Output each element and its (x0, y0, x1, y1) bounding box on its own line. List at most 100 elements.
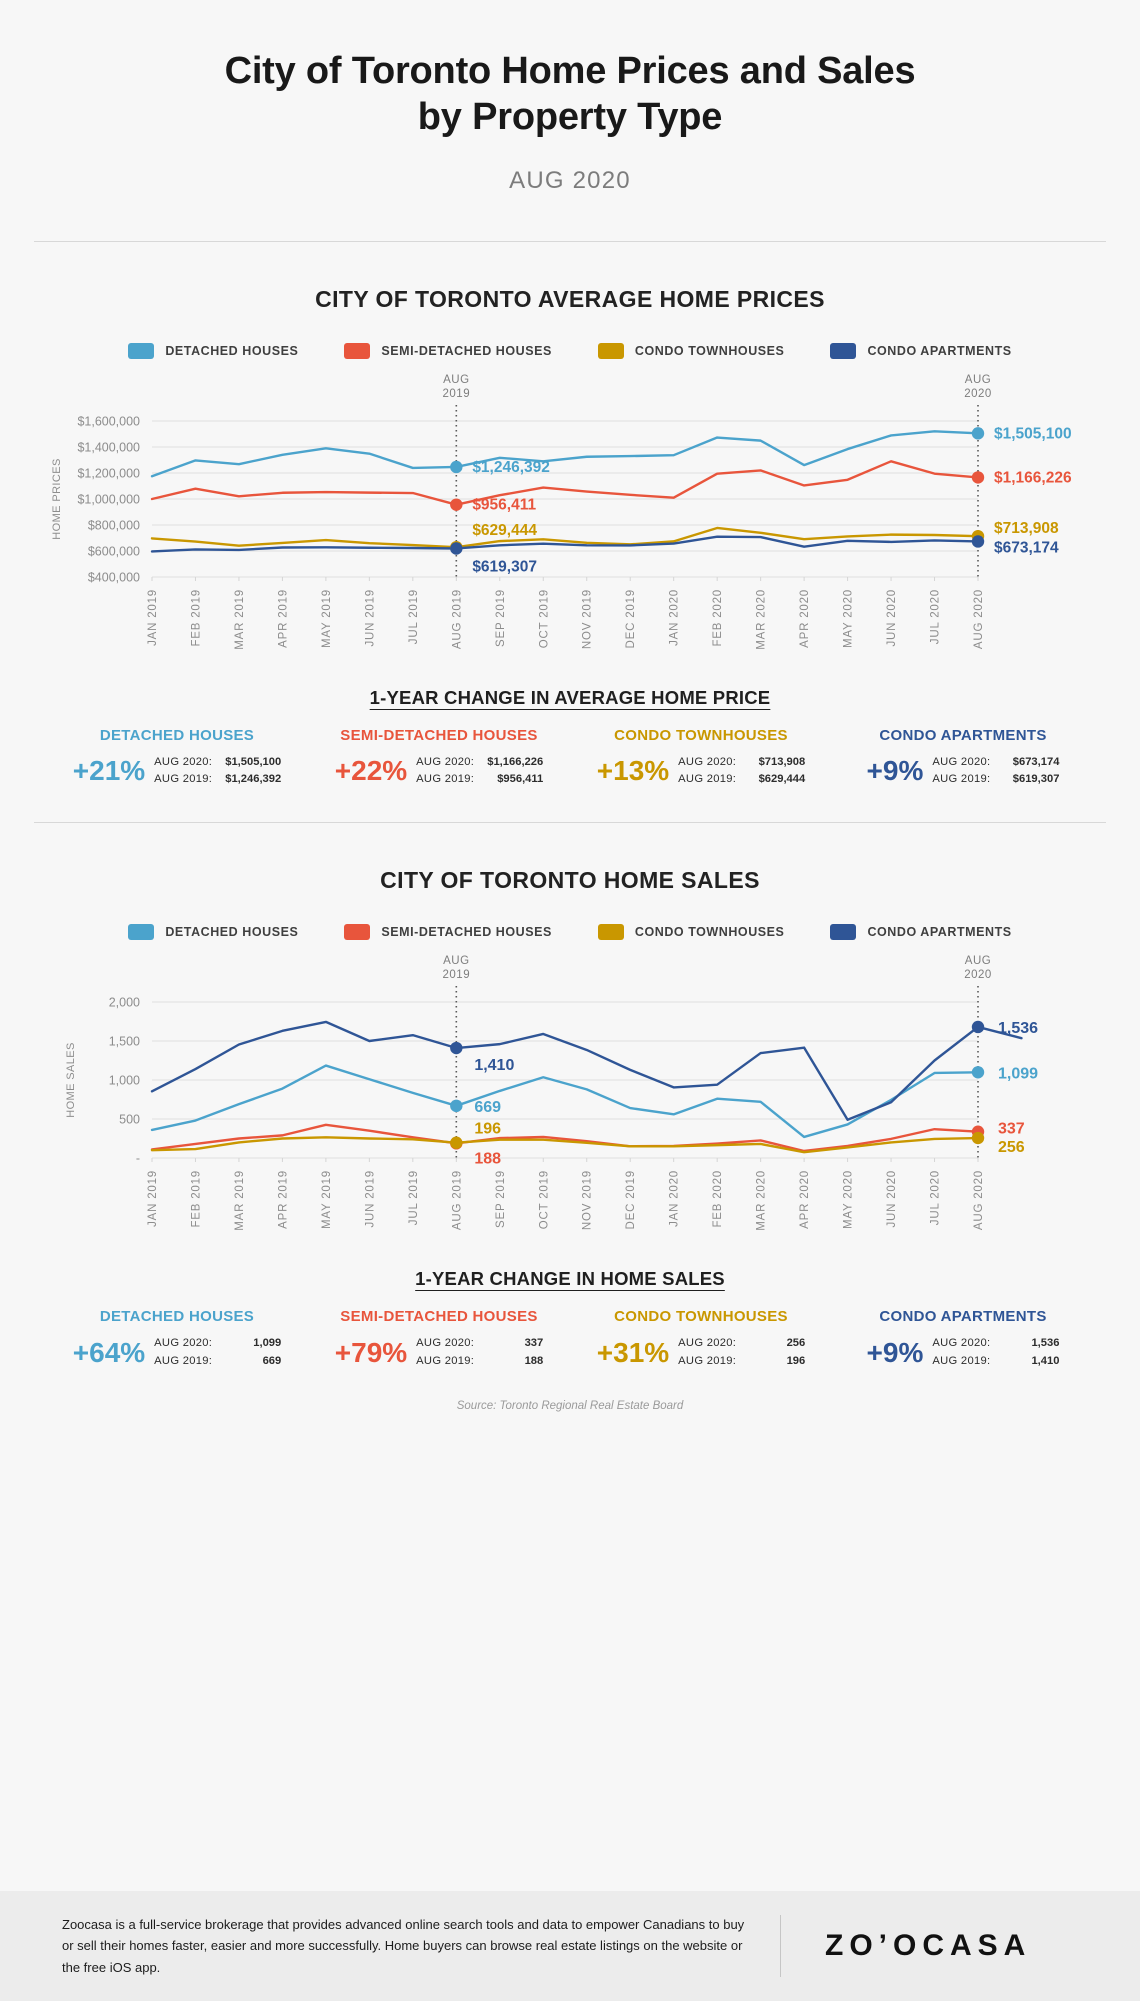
x-axis-tick-label: FEB 2020 (712, 589, 724, 647)
divider-mid (34, 822, 1106, 824)
change-category-label: CONDO TOWNHOUSES (614, 726, 788, 744)
y-axis-tick-label: 1,500 (109, 1035, 140, 1049)
y-axis-tick-label: $1,400,000 (77, 440, 140, 454)
legend-label-detached-sales: DETACHED HOUSES (165, 925, 299, 940)
page-subtitle: AUG 2020 (509, 166, 631, 194)
annotation-caption-line1: AUG (965, 955, 991, 967)
data-point-label: 337 (998, 1121, 1025, 1138)
x-axis-tick-label: APR 2020 (799, 1170, 811, 1229)
y-axis-tick-label: $1,200,000 (77, 466, 140, 480)
x-axis-tick-label: MAR 2020 (756, 1170, 768, 1231)
change-row-current-value: $713,908 (758, 755, 806, 768)
y-axis-title: HOME SALES (65, 1043, 77, 1119)
y-axis-tick-label: $1,000,000 (77, 492, 140, 506)
legend-item-condo-townhouse: CONDO TOWNHOUSES (597, 342, 785, 359)
change-row-current: AUG 2020: $1,166,226 (416, 754, 543, 771)
prices-legend: DETACHED HOUSES SEMI-DETACHED HOUSES CON… (34, 342, 1106, 359)
change-row-previous-label: AUG 2019: (678, 1354, 737, 1367)
change-detail: AUG 2020: 337 AUG 2019: 188 (416, 1335, 543, 1370)
change-col-1: SEMI-DETACHED HOUSES +22% AUG 2020: $1,166,… (308, 727, 570, 789)
x-axis-tick-label: AUG 2020 (973, 1170, 985, 1230)
data-point-marker (971, 1132, 985, 1145)
prices-section: CITY OF TORONTO AVERAGE HOME PRICES DETA… (0, 286, 1140, 789)
x-axis-tick-label: JAN 2019 (147, 589, 159, 646)
x-axis-tick-label: MAY 2019 (321, 1170, 333, 1229)
x-axis-tick-label: MAR 2020 (756, 589, 768, 650)
change-row-previous-label: AUG 2019: (932, 1354, 991, 1367)
change-row-current-label: AUG 2020: (416, 1337, 475, 1350)
change-row-current-label: AUG 2020: (678, 1337, 737, 1350)
footer-description: Zoocasa is a full-service brokerage that… (62, 1917, 745, 1975)
change-row-previous-label: AUG 2019: (932, 773, 991, 786)
annotation-caption-line1: AUG (965, 374, 991, 386)
legend-item-condo-townhouse-sales: CONDO TOWNHOUSES (597, 924, 785, 941)
data-point-label: $1,166,226 (994, 469, 1072, 486)
change-row-current-value: $673,174 (1012, 755, 1060, 768)
change-detail: AUG 2020: 256 AUG 2019: 196 (678, 1335, 805, 1370)
change-row-previous: AUG 2019: $629,444 (678, 771, 805, 788)
legend-label-condo-apartment-sales: CONDO APARTMENTS (867, 925, 1012, 940)
legend-item-condo-apartment: CONDO APARTMENTS (830, 342, 1011, 359)
change-category-label: CONDO APARTMENTS (879, 1308, 1047, 1326)
source-note: Source: Toronto Regional Real Estate Boa… (456, 1400, 684, 1413)
x-axis-tick-label: JUL 2020 (930, 1170, 942, 1225)
data-point-marker (971, 1066, 985, 1079)
change-row-previous: AUG 2019: $1,246,392 (154, 771, 281, 788)
change-row-current-value: $1,505,100 (225, 755, 282, 768)
change-body: +9% AUG 2020: 1,536 AUG 2019: 1,410 (832, 1335, 1094, 1370)
change-row-previous-label: AUG 2019: (678, 773, 737, 786)
change-row-current: AUG 2020: 1,536 (932, 1335, 1059, 1352)
data-point-label: $629,444 (472, 522, 537, 539)
change-col-0: DETACHED HOUSES +64% AUG 2020: 1,099 AUG 201… (46, 1308, 308, 1370)
data-point-label: $619,307 (472, 558, 537, 575)
series-line-1 (150, 459, 980, 506)
change-body: +64% AUG 2020: 1,099 AUG 2019: 669 (46, 1335, 308, 1370)
data-point-label: 196 (474, 1121, 501, 1138)
series-line-2 (150, 526, 980, 549)
x-axis-tick-label: APR 2019 (277, 1170, 289, 1229)
legend-item-detached-sales: DETACHED HOUSES (128, 924, 299, 941)
change-percent: +31% (596, 1336, 670, 1368)
divider-top (34, 240, 1106, 242)
x-axis-tick-label: MAY 2020 (843, 1170, 855, 1229)
annotation-caption-line2: 2020 (964, 388, 992, 400)
data-point-marker (971, 426, 985, 440)
change-row-current-label: AUG 2020: (154, 755, 213, 768)
x-axis-tick-label: OCT 2019 (538, 1170, 550, 1229)
series-line-0 (150, 1064, 980, 1139)
change-col-2: CONDO TOWNHOUSES +13% AUG 2020: $713,908 AUG… (570, 727, 832, 789)
data-point-label: 1,410 (474, 1057, 514, 1074)
change-row-previous-label: AUG 2019: (154, 1354, 213, 1367)
annotation-caption-line2: 2020 (964, 969, 992, 981)
x-axis-tick-label: NOV 2019 (582, 1170, 594, 1230)
change-percent: +21% (72, 755, 146, 787)
legend-item-condo-apartment-sales: CONDO APARTMENTS (830, 924, 1012, 941)
change-body: +31% AUG 2020: 256 AUG 2019: 196 (570, 1335, 832, 1370)
change-detail: AUG 2020: $1,505,100 AUG 2019: $1,246,392 (154, 754, 281, 789)
change-category-label: DETACHED HOUSES (99, 726, 255, 744)
change-category-label: DETACHED HOUSES (99, 1308, 255, 1326)
x-axis-tick-label: JAN 2020 (669, 589, 681, 646)
data-point-marker (971, 535, 985, 548)
prices-chart-container: $400,000 $600,000 $800,000 $1,000,000 $1,200… (34, 369, 1106, 669)
x-axis-tick-label: SEP 2019 (495, 589, 507, 647)
change-row-previous: AUG 2019: 196 (678, 1353, 805, 1370)
change-row-previous-value: $629,444 (758, 773, 806, 786)
x-axis-tick-label: JUL 2020 (930, 589, 942, 644)
data-point-label: 1,099 (998, 1066, 1038, 1083)
x-axis-tick-label: SEP 2019 (495, 1170, 507, 1228)
annotation-caption-line1: AUG (443, 955, 469, 967)
change-percent: +79% (334, 1336, 408, 1368)
change-row-current-value: 1,099 (253, 1337, 282, 1350)
change-detail: AUG 2020: $1,166,226 AUG 2019: $956,411 (416, 754, 543, 789)
x-axis-tick-label: APR 2020 (799, 589, 811, 648)
data-point-marker (971, 470, 985, 484)
change-row-previous-value: $1,246,392 (225, 773, 282, 786)
data-point-label: $1,505,100 (994, 425, 1072, 442)
x-axis-tick-label: JUN 2019 (364, 1170, 376, 1228)
change-percent: +64% (72, 1336, 146, 1368)
x-axis-tick-label: FEB 2019 (190, 1170, 202, 1228)
y-axis-tick-label: 2,000 (109, 996, 140, 1010)
change-detail: AUG 2020: 1,099 AUG 2019: 669 (154, 1335, 281, 1370)
y-axis-tick-label: $1,600,000 (77, 414, 140, 428)
